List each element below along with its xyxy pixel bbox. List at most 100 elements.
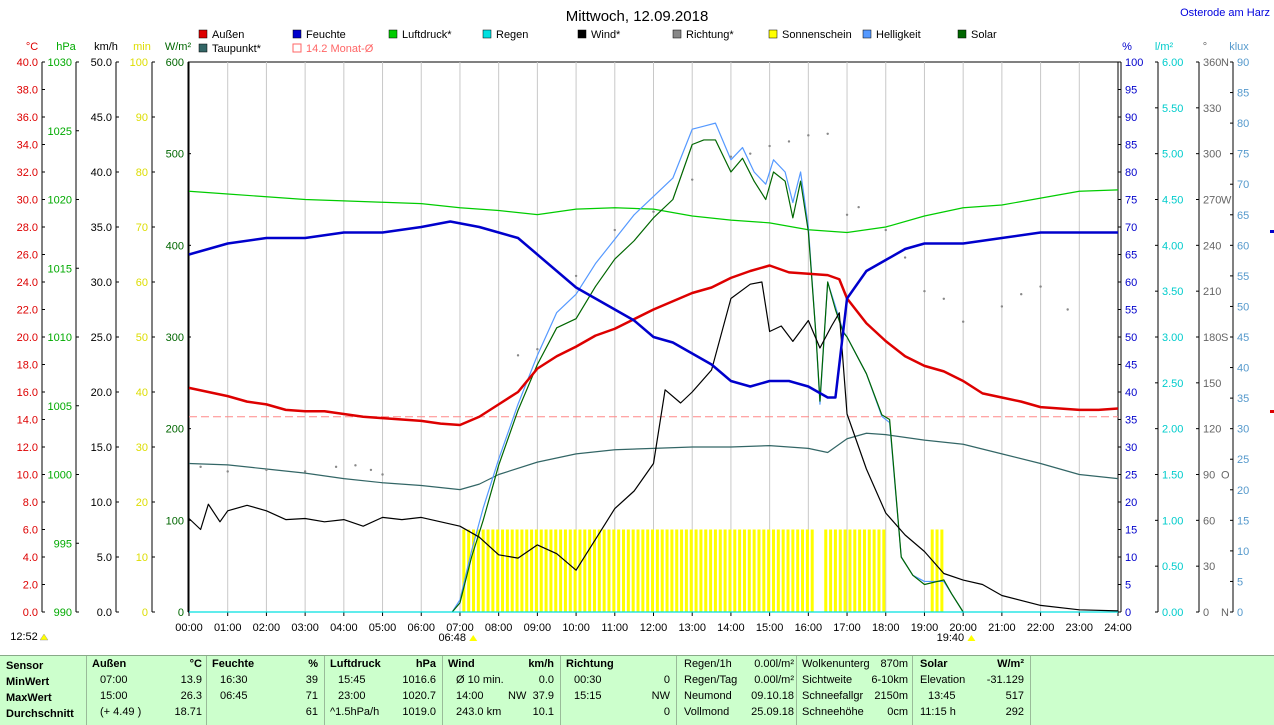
stats-vollmond-label: Vollmond xyxy=(684,706,730,718)
direction-point xyxy=(652,210,655,213)
temp-edge-marker xyxy=(1270,410,1274,413)
stats-sensor: Sensor MinWert MaxWert Durchschnitt xyxy=(6,656,86,725)
stats-feuchte-unit: % xyxy=(308,658,318,670)
stats-luftdruck-title: Luftdruck xyxy=(330,658,381,670)
axis-left-tick-label: 35.0 xyxy=(91,222,112,234)
axis-left-tick-label: 300 xyxy=(166,332,184,344)
axis-right-tick-label: 2.00 xyxy=(1162,424,1183,436)
axis-right-tick-label: 40 xyxy=(1237,363,1249,375)
direction-point xyxy=(807,134,810,137)
axis-right-dir-label: S xyxy=(1221,332,1228,344)
axis-right-tick-label: 210 xyxy=(1203,286,1221,298)
axis-left-tick-label: 36.0 xyxy=(17,112,38,124)
now-sun-icon xyxy=(39,633,49,641)
stats-solar-unit: W/m² xyxy=(997,658,1024,670)
axis-right-tick-label: 25 xyxy=(1237,454,1249,466)
axis-time-label: 00:00 xyxy=(175,622,203,634)
axis-left-tick-label: 200 xyxy=(166,424,184,436)
stats-feuchte-max-value: 71 xyxy=(305,690,318,702)
stats-feuchte-title: Feuchte xyxy=(212,658,255,670)
axis-time-label: 06:00 xyxy=(407,622,435,634)
direction-point xyxy=(1000,305,1004,308)
axis-left-tick-label: 28.0 xyxy=(17,222,38,234)
axis-left-tick-label: 995 xyxy=(54,538,72,550)
axis-time-label: 20:00 xyxy=(949,622,977,634)
stats-feuchte-avg-value: 61 xyxy=(305,706,318,718)
axis-right-tick-label: 25 xyxy=(1125,470,1137,482)
stats-luftdruck-unit: hPa xyxy=(415,658,436,670)
stats-aussen-min-value: 13.9 xyxy=(180,674,202,686)
axis-right-tick-label: 85 xyxy=(1237,88,1249,100)
direction-point xyxy=(516,354,520,357)
stats-wind-title: Wind xyxy=(448,658,475,670)
marker-sunrise: 06:48 xyxy=(438,632,466,644)
direction-point xyxy=(903,256,907,259)
axis-right-tick-label: 300 xyxy=(1203,149,1221,161)
axis-right-tick-label: 30 xyxy=(1237,424,1249,436)
stats-wind-avg10-value: 0.0 xyxy=(538,674,554,686)
axis-left-unit: hPa xyxy=(56,41,76,53)
axis-left-tick-label: 10.0 xyxy=(91,497,112,509)
location-label: Osterode am Harz xyxy=(1180,7,1270,19)
axis-left-tick-label: 1025 xyxy=(48,126,72,138)
axis-right-tick-label: 15 xyxy=(1237,515,1249,527)
legend-swatch xyxy=(292,29,302,39)
legend-label: Taupunkt* xyxy=(212,43,262,55)
axis-right-tick-label: 0 xyxy=(1203,607,1209,619)
axis-right-unit: klux xyxy=(1229,41,1249,53)
chart-title: Mittwoch, 12.09.2018 xyxy=(566,8,709,25)
stats-wind-max-value: 37.9 xyxy=(532,690,554,702)
direction-point xyxy=(768,144,771,148)
direction-point xyxy=(613,228,616,232)
series-line-taupunkt xyxy=(188,432,1119,491)
axis-right-tick-label: 270 xyxy=(1203,195,1221,207)
axis-left-tick-label: 40.0 xyxy=(91,167,112,179)
axis-right-tick-label: 100 xyxy=(1125,57,1143,69)
legend-label: Solar xyxy=(971,29,997,41)
direction-point xyxy=(1020,293,1023,296)
axis-right-unit: % xyxy=(1122,41,1132,53)
axis-left-tick-label: 80 xyxy=(136,167,148,179)
axis-left-tick-label: 32.0 xyxy=(17,167,38,179)
sunrise-icon xyxy=(469,635,478,641)
axis-right-tick-label: 75 xyxy=(1125,195,1137,207)
stats-luftdruck-min-value: 1016.6 xyxy=(402,674,436,686)
legend-label: Luftdruck* xyxy=(402,29,452,41)
axis-time-label: 22:00 xyxy=(1027,622,1055,634)
axis-right-tick-label: 10 xyxy=(1125,552,1137,564)
stats-aussen-min-time: 07:00 xyxy=(100,674,128,686)
stats-regen-1h-label: Regen/1h xyxy=(684,658,732,670)
stats-aussen-delta: (+ 4.49 ) xyxy=(100,706,142,718)
axis-time-label: 09:00 xyxy=(524,622,552,634)
humidity-edge-marker xyxy=(1270,230,1274,233)
axis-right-tick-label: 20 xyxy=(1237,485,1249,497)
stats-wind-max-dir: NW xyxy=(508,690,527,702)
stats-wind-avg10-label: Ø 10 min. xyxy=(456,674,504,686)
stats-luftdruck-max-time: 23:00 xyxy=(338,690,366,702)
stats-sicht-label: Sichtweite xyxy=(802,674,853,686)
direction-point xyxy=(303,470,307,473)
axis-right-dir-label: N xyxy=(1221,607,1229,619)
axis-left-tick-label: 34.0 xyxy=(17,140,38,152)
axis-left-tick-label: 100 xyxy=(166,515,184,527)
stats-solar-avg-value: 292 xyxy=(1005,706,1024,718)
axis-left-tick-label: 14.0 xyxy=(17,415,38,427)
axis-right-tick-label: 90 xyxy=(1237,57,1249,69)
axis-time-label: 11:00 xyxy=(601,622,628,634)
axis-right-tick-label: 150 xyxy=(1203,378,1221,390)
direction-point xyxy=(381,473,384,476)
series-line-außen xyxy=(188,264,1119,427)
axis-left-tick-label: 400 xyxy=(166,240,184,252)
series-line-helligkeit xyxy=(451,122,964,613)
stats-solar-max-time: 13:45 xyxy=(928,690,956,702)
stats-regen-1h-value: 0.00l/m² xyxy=(754,658,794,670)
axis-right-tick-label: 30 xyxy=(1203,561,1215,573)
direction-point xyxy=(942,297,946,301)
axis-left-tick-label: 12.0 xyxy=(17,442,38,454)
axis-left-tick-label: 45.0 xyxy=(91,112,112,124)
legend-swatch xyxy=(862,29,872,39)
stats-wolken-label: Wolkenunterg xyxy=(802,658,870,670)
direction-point xyxy=(691,178,694,181)
stats-regen: Regen/1h 0.00l/m² Regen/Tag 0.00l/m² Neu… xyxy=(682,656,794,725)
axis-right-tick-label: 90 xyxy=(1203,470,1215,482)
